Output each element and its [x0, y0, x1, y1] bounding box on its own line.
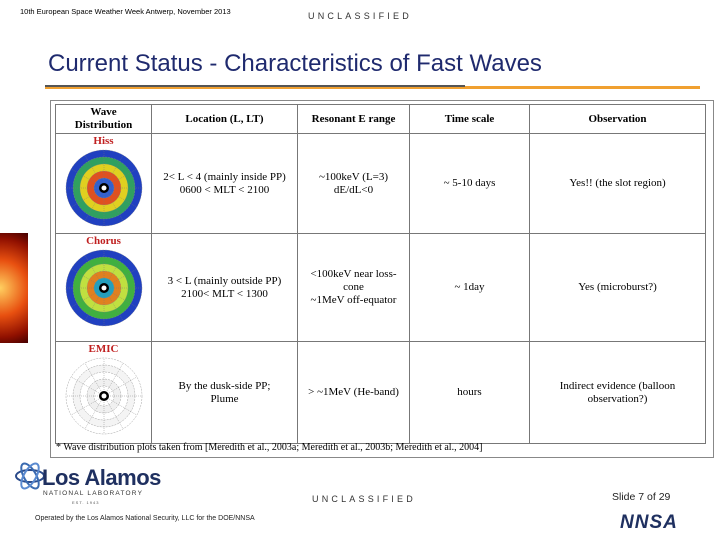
- table-body: Hiss 2< L < 4 (mainly inside PP) 0600 < M…: [55, 133, 706, 444]
- operated-by: Operated by the Los Alamos National Secu…: [35, 515, 255, 522]
- orbit: [15, 469, 45, 483]
- plot-spoke: [103, 268, 137, 289]
- plot-spoke: [84, 254, 104, 289]
- table-image: Wave Distribution Location (L, LT) Resonan…: [50, 100, 714, 458]
- plot-spoke: [70, 268, 104, 289]
- column-header: Location (L, LT): [151, 104, 298, 134]
- wave-cell: Hiss: [55, 133, 152, 234]
- wave-plot: [65, 249, 142, 327]
- table-row: Chorus 3 < L (mainly outside PP) 2100< ML…: [55, 233, 706, 342]
- table-row: EMIC By the dusk-side PP; Plume > ~1MeV (H…: [55, 341, 706, 444]
- agency-logo: NNSA: [620, 512, 678, 533]
- plot-spoke: [84, 287, 104, 322]
- table-cell: 2< L < 4 (mainly inside PP) 0600 < MLT <…: [151, 133, 298, 234]
- wave-plot: [65, 149, 142, 227]
- wave-name: Hiss: [93, 135, 114, 147]
- earth-core: [101, 185, 106, 191]
- plot-spoke: [103, 154, 123, 189]
- header-row: Wave Distribution Location (L, LT) Resonan…: [55, 104, 706, 134]
- title-rule-dark: [45, 85, 465, 87]
- table-row: Hiss 2< L < 4 (mainly inside PP) 0600 < M…: [55, 133, 706, 234]
- slide-number: Slide 7 of 29: [612, 491, 671, 503]
- plot-spoke: [70, 395, 104, 416]
- table-cell: ~100keV (L=3) dE/dL<0: [297, 133, 410, 234]
- plot-spoke: [84, 154, 104, 189]
- wave-name: EMIC: [88, 343, 119, 355]
- earth-core: [101, 285, 106, 291]
- title-rule: [45, 86, 700, 89]
- table-cell: ~ 1day: [409, 233, 530, 342]
- logo-name: Los Alamos: [42, 465, 161, 490]
- wave-cell: EMIC: [55, 341, 152, 444]
- plot-spoke: [103, 395, 137, 416]
- plot-spoke: [103, 168, 137, 189]
- footnote: * Wave distribution plots taken from [Me…: [56, 442, 483, 453]
- column-header: Wave Distribution: [55, 104, 152, 134]
- logo-est: EST. 1943: [72, 500, 100, 505]
- event-header: 10th European Space Weather Week Antwerp…: [20, 7, 231, 16]
- table-cell: hours: [409, 341, 530, 444]
- table: Wave Distribution Location (L, LT) Resonan…: [55, 104, 706, 444]
- plot-spoke: [84, 187, 104, 222]
- earth-core: [101, 393, 106, 399]
- table-cell: > ~1MeV (He-band): [297, 341, 410, 444]
- slide-title: Current Status - Characteristics of Fast…: [48, 50, 542, 77]
- plot-spoke: [103, 362, 123, 397]
- plot-spoke: [70, 168, 104, 189]
- plot-spoke: [103, 376, 137, 397]
- classification-top: UNCLASSIFIED: [308, 11, 412, 21]
- wave-plot: [65, 357, 142, 435]
- column-header: Time scale: [409, 104, 530, 134]
- logo-icon: [15, 462, 45, 490]
- plot-spoke: [84, 362, 104, 397]
- orbit: [20, 462, 40, 490]
- plot-spoke: [70, 187, 104, 208]
- plot-spoke: [103, 287, 137, 308]
- table-cell: By the dusk-side PP; Plume: [151, 341, 298, 444]
- table-cell: 3 < L (mainly outside PP) 2100< MLT < 13…: [151, 233, 298, 342]
- column-header: Resonant E range: [297, 104, 410, 134]
- plot-spoke: [103, 187, 123, 222]
- wave-name: Chorus: [86, 235, 121, 247]
- plot-spoke: [103, 395, 123, 430]
- classification-bottom: UNCLASSIFIED: [312, 494, 416, 504]
- sun-image: [0, 233, 28, 343]
- orbit: [20, 462, 40, 490]
- plot-spoke: [84, 395, 104, 430]
- plot-spoke: [70, 376, 104, 397]
- table-cell: ~ 5-10 days: [409, 133, 530, 234]
- plot-spoke: [103, 254, 123, 289]
- table-cell: <100keV near loss- cone ~1MeV off-equato…: [297, 233, 410, 342]
- logo-sub: NATIONAL LABORATORY: [43, 490, 144, 497]
- column-header: Observation: [529, 104, 706, 134]
- table-cell: Indirect evidence (balloon observation?): [529, 341, 706, 444]
- plot-spoke: [103, 287, 123, 322]
- wave-cell: Chorus: [55, 233, 152, 342]
- plot-spoke: [70, 287, 104, 308]
- table-cell: Yes!! (the slot region): [529, 133, 706, 234]
- table-cell: Yes (microburst?): [529, 233, 706, 342]
- plot-spoke: [103, 187, 137, 208]
